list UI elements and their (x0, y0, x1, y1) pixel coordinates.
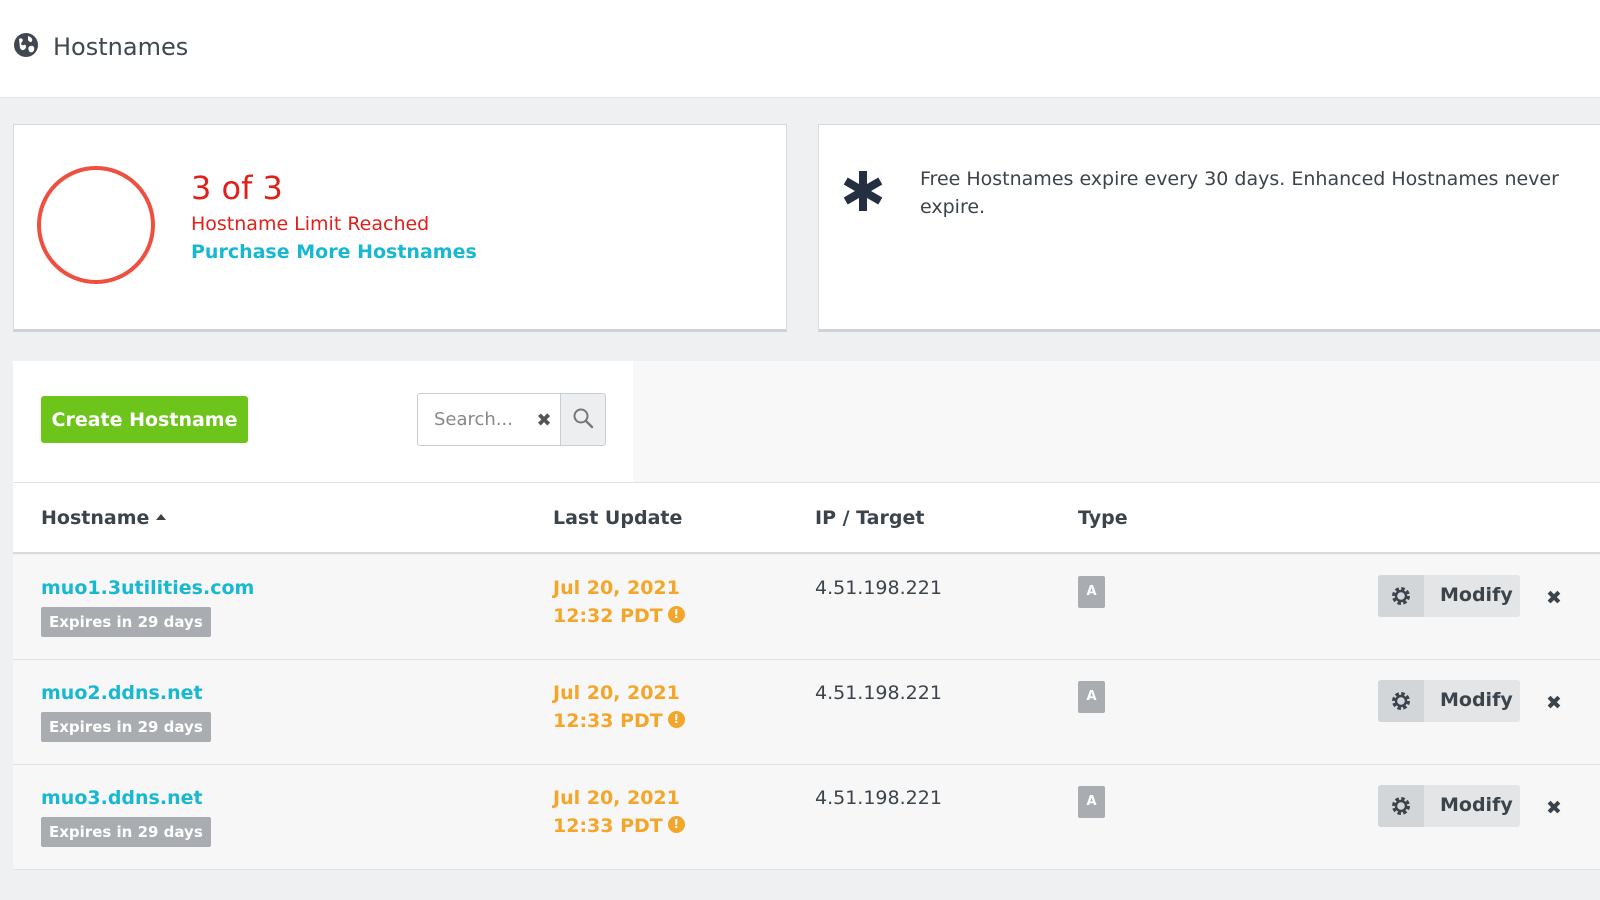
column-header-type[interactable]: Type (1078, 507, 1128, 529)
gear-icon (1378, 785, 1424, 827)
hostname-link[interactable]: muo1.3utilities.com (41, 577, 255, 599)
warning-icon[interactable]: ! (667, 711, 685, 728)
limit-status: Hostname Limit Reached (191, 213, 430, 235)
modify-button[interactable]: Modify (1378, 785, 1520, 827)
hostname-limit-card: 3 of 3 Hostname Limit Reached Purchase M… (13, 124, 787, 332)
table-row: muo2.ddns.net Expires in 29 days Jul 20,… (13, 660, 1600, 765)
column-header-ip-target[interactable]: IP / Target (815, 507, 925, 529)
expiry-note-card: Free Hostnames expire every 30 days. Enh… (818, 124, 1600, 332)
sort-ascending-icon (156, 513, 167, 520)
table-row: muo1.3utilities.com Expires in 29 days J… (13, 555, 1600, 660)
purchase-more-link[interactable]: Purchase More Hostnames (191, 241, 477, 263)
hostname-toolbar: Create Hostname ✖ (13, 361, 633, 482)
limit-progress-ring (36, 165, 156, 285)
hostname-count: 3 of 3 (191, 169, 283, 207)
asterisk-icon (841, 169, 885, 213)
delete-icon[interactable]: ✖ (1546, 692, 1562, 714)
modify-label: Modify (1440, 584, 1513, 606)
page-header: Hostnames (0, 0, 1600, 98)
expiry-note-text: Free Hostnames expire every 30 days. Enh… (920, 168, 1559, 218)
create-hostname-button[interactable]: Create Hostname (41, 396, 248, 443)
time-text: 12:33 PDT (553, 815, 663, 837)
expiry-badge: Expires in 29 days (41, 817, 211, 847)
ip-target: 4.51.198.221 (815, 577, 942, 599)
gear-icon (1378, 680, 1424, 722)
hostname-link[interactable]: muo2.ddns.net (41, 682, 203, 704)
table-header: Hostname Last Update IP / Target Type (13, 482, 1600, 554)
ip-target: 4.51.198.221 (815, 682, 942, 704)
warning-icon[interactable]: ! (667, 816, 685, 833)
expiry-badge: Expires in 29 days (41, 607, 211, 637)
delete-icon[interactable]: ✖ (1546, 587, 1562, 609)
page-title: Hostnames (53, 33, 189, 61)
modify-label: Modify (1440, 689, 1513, 711)
column-header-last-update[interactable]: Last Update (553, 507, 683, 529)
time-text: 12:33 PDT (553, 710, 663, 732)
expiry-badge: Expires in 29 days (41, 712, 211, 742)
table-row: muo3.ddns.net Expires in 29 days Jul 20,… (13, 765, 1600, 870)
modify-label: Modify (1440, 794, 1513, 816)
last-update-date: Jul 20, 2021 (553, 787, 680, 809)
last-update-time: 12:32 PDT! (553, 605, 685, 627)
delete-icon[interactable]: ✖ (1546, 797, 1562, 819)
search-input[interactable] (418, 394, 533, 445)
time-text: 12:32 PDT (553, 605, 663, 627)
modify-button[interactable]: Modify (1378, 575, 1520, 617)
modify-button[interactable]: Modify (1378, 680, 1520, 722)
last-update-date: Jul 20, 2021 (553, 577, 680, 599)
warning-icon[interactable]: ! (667, 606, 685, 623)
toolbar-spacer (633, 361, 1600, 482)
gear-icon (1378, 575, 1424, 617)
last-update-time: 12:33 PDT! (553, 710, 685, 732)
record-type-badge: A (1078, 576, 1105, 608)
ip-target: 4.51.198.221 (815, 787, 942, 809)
search-box: ✖ (417, 393, 606, 446)
globe-icon (13, 32, 39, 58)
hostname-link[interactable]: muo3.ddns.net (41, 787, 203, 809)
record-type-badge: A (1078, 681, 1105, 713)
record-type-badge: A (1078, 786, 1105, 818)
last-update-date: Jul 20, 2021 (553, 682, 680, 704)
clear-search-icon[interactable]: ✖ (536, 410, 552, 431)
search-button[interactable] (560, 393, 606, 446)
column-header-hostname[interactable]: Hostname (41, 507, 167, 529)
column-label: Hostname (41, 507, 150, 529)
search-icon (573, 408, 594, 429)
last-update-time: 12:33 PDT! (553, 815, 685, 837)
